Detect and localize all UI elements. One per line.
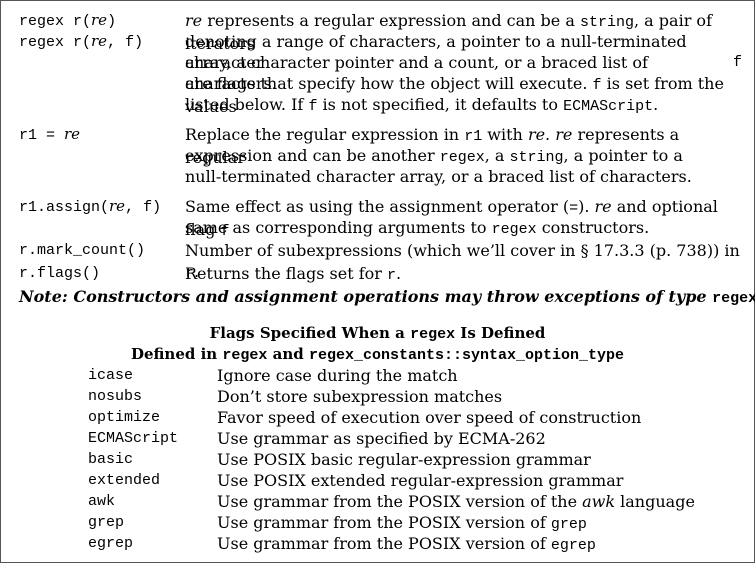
flag-name: extended: [88, 472, 161, 489]
flag-row-icase: icase Ignore case during the match: [1, 365, 754, 386]
flag-row-extended: extended Use POSIX extended regular-expr…: [1, 470, 754, 491]
flag-row-ecmascript: ECMAScript Use grammar as specified by E…: [1, 428, 754, 449]
op-desc-assign-operator: Replace the regular expression in r1 wit…: [185, 125, 692, 186]
op-code-mark-count: r.mark_count(): [19, 242, 146, 259]
flag-desc: Use POSIX basic regular-expression gramm…: [217, 450, 591, 469]
flag-row-egrep: egrep Use grammar from the POSIX version…: [1, 533, 754, 554]
flag-desc: Don’t store subexpression matches: [217, 387, 503, 406]
flag-row-grep: grep Use grammar from the POSIX version …: [1, 512, 754, 533]
exceptions-note: Note: Constructors and assignment operat…: [19, 287, 755, 307]
op-code-assign-operator: r1 = re: [19, 125, 81, 144]
op-row-assign-method: r1.assign(re, f) Same effect as using th…: [1, 196, 754, 240]
op-row-constructor: regex r(re) regex r(re, f) re represents…: [1, 10, 754, 116]
op-row-mark-count: r.mark_count() Number of subexpressions …: [1, 240, 754, 282]
flag-desc: Use grammar from the POSIX version of gr…: [217, 513, 587, 533]
flag-row-optimize: optimize Favor speed of execution over s…: [1, 407, 754, 428]
flag-desc: Use POSIX extended regular-expression gr…: [217, 471, 624, 490]
flag-name: icase: [88, 367, 134, 384]
op-code-assign-method: r1.assign(re, f): [19, 197, 162, 216]
op-desc-flags: Returns the flags set for r.: [185, 264, 402, 284]
op-row-flags: r.flags() Returns the flags set for r.: [1, 263, 754, 284]
flag-desc: Use grammar as specified by ECMA-262: [217, 429, 546, 448]
flags-table-subtitle: Defined in regex and regex_constants::sy…: [130, 345, 625, 364]
flag-name: nosubs: [88, 388, 143, 405]
flag-desc: Use grammar from the POSIX version of eg…: [217, 534, 596, 554]
op-code-constructor: regex r(re) regex r(re, f): [19, 11, 144, 51]
flag-desc: Use grammar from the POSIX version of th…: [217, 492, 695, 511]
op-row-assign-operator: r1 = re Replace the regular expression i…: [1, 124, 754, 187]
flag-name: grep: [88, 514, 125, 531]
flag-row-awk: awk Use grammar from the POSIX version o…: [1, 491, 754, 512]
op-desc-assign-method: Same effect as using the assignment oper…: [185, 197, 718, 240]
flag-desc: Favor speed of execution over speed of c…: [217, 408, 642, 427]
flag-row-nosubs: nosubs Don’t store subexpression matches: [1, 386, 754, 407]
flag-name: basic: [88, 451, 134, 468]
flag-desc: Ignore case during the match: [217, 366, 458, 385]
flag-name: optimize: [88, 409, 161, 426]
flag-name: egrep: [88, 535, 134, 552]
flag-name: awk: [88, 493, 116, 510]
flag-row-basic: basic Use POSIX basic regular-expression…: [1, 449, 754, 470]
flags-table-title: Flags Specified When a regex Is Defined: [209, 324, 546, 343]
op-code-flags: r.flags(): [19, 265, 101, 282]
op-desc-constructor: re represents a regular expression and c…: [185, 11, 742, 116]
op-desc-mark-count: Number of subexpressions (which we’ll co…: [185, 241, 740, 282]
flag-name: ECMAScript: [88, 430, 179, 447]
